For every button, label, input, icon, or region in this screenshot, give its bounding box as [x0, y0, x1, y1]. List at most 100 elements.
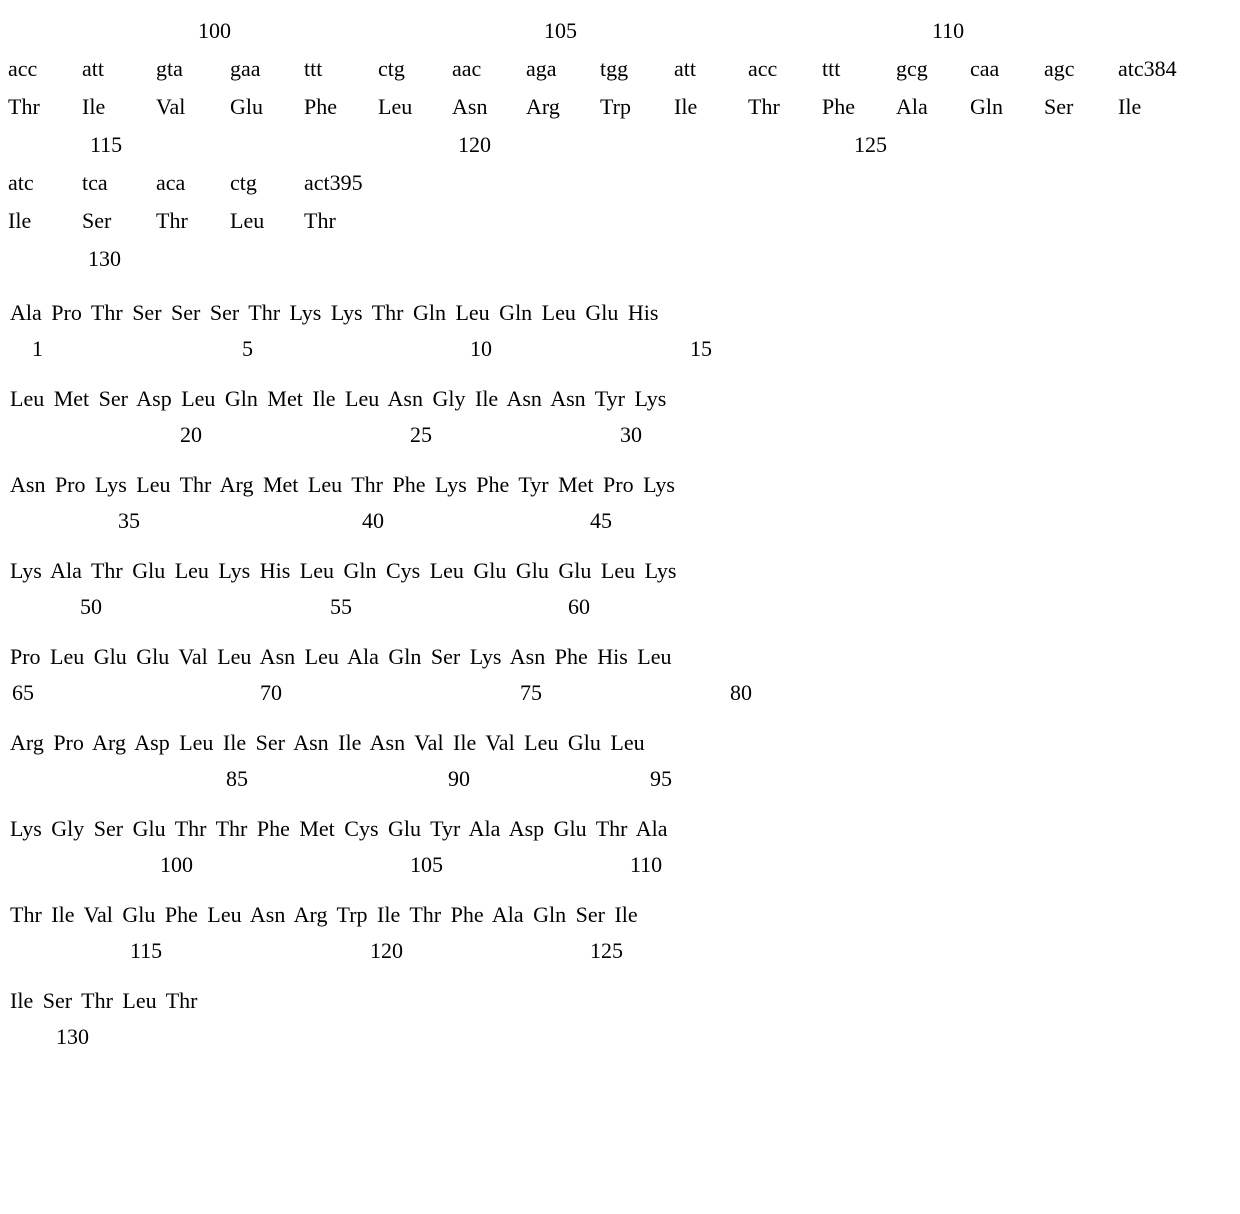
- position-number: 80: [730, 678, 752, 708]
- position-number-line: 85 90 95: [10, 764, 1234, 794]
- codon: tca: [82, 164, 156, 202]
- position-number: 125: [590, 936, 623, 966]
- position-label: 125: [822, 126, 896, 164]
- position-number-line: 1 5 10 15: [10, 334, 1234, 364]
- position-number-line: 65 70 75 80: [10, 678, 1234, 708]
- codon-position-row-b: 115 120 125: [8, 126, 1234, 164]
- codon: ttt: [304, 50, 378, 88]
- aa-sequence-line: Arg Pro Arg Asp Leu Ile Ser Asn Ile Asn …: [10, 728, 1234, 758]
- codon: agc: [1044, 50, 1118, 88]
- aa-sequence-line: Ile Ser Thr Leu Thr: [10, 986, 1234, 1016]
- position-number: 75: [520, 678, 542, 708]
- amino-acid: Thr: [304, 202, 378, 240]
- amino-acid: Phe: [822, 88, 896, 126]
- codon: acc: [748, 50, 822, 88]
- codon: act395: [304, 164, 378, 202]
- codon-position-row-a: 100 105 110: [8, 12, 1234, 50]
- position-number-line: 50 55 60: [10, 592, 1234, 622]
- position-number: 25: [410, 420, 432, 450]
- aa-sequence-line: Lys Gly Ser Glu Thr Thr Phe Met Cys Glu …: [10, 814, 1234, 844]
- codon: ctg: [230, 164, 304, 202]
- amino-acid: Ile: [674, 88, 748, 126]
- position-label: 120: [452, 126, 526, 164]
- amino-acid: Ala: [896, 88, 970, 126]
- codon: ttt: [822, 50, 896, 88]
- position-number: 55: [330, 592, 352, 622]
- amino-acid: Asn: [452, 88, 526, 126]
- amino-acid: Glu: [230, 88, 304, 126]
- amino-acid: Ile: [82, 88, 156, 126]
- position-number: 5: [242, 334, 253, 364]
- position-number: 50: [80, 592, 102, 622]
- position-number: 15: [690, 334, 712, 364]
- position-number: 10: [470, 334, 492, 364]
- aa-row: Thr Ile Val Glu Phe Leu Asn Arg Trp Ile …: [8, 88, 1234, 126]
- codon: att: [82, 50, 156, 88]
- aa-sequence-line: Pro Leu Glu Glu Val Leu Asn Leu Ala Gln …: [10, 642, 1234, 672]
- codon: gaa: [230, 50, 304, 88]
- position-number: 1: [32, 334, 43, 364]
- amino-acid: Thr: [748, 88, 822, 126]
- amino-acid: Thr: [156, 202, 230, 240]
- position-number: 130: [56, 1022, 89, 1052]
- codon: ctg: [378, 50, 452, 88]
- amino-acid: Ser: [82, 202, 156, 240]
- amino-acid: Ile: [8, 202, 82, 240]
- aa-sequence-line: Asn Pro Lys Leu Thr Arg Met Leu Thr Phe …: [10, 470, 1234, 500]
- codon: gta: [156, 50, 230, 88]
- amino-acid: Gln: [970, 88, 1044, 126]
- position-number: 45: [590, 506, 612, 536]
- position-label: 100: [156, 12, 230, 50]
- codon-row: atc tca aca ctg act395: [8, 164, 1234, 202]
- amino-acid: Phe: [304, 88, 378, 126]
- position-label: 110: [896, 12, 970, 50]
- codon: aca: [156, 164, 230, 202]
- position-number: 95: [650, 764, 672, 794]
- position-number: 105: [410, 850, 443, 880]
- position-number: 65: [12, 678, 34, 708]
- position-number-line: 100 105 110: [10, 850, 1234, 880]
- position-number-line: 20 25 30: [10, 420, 1234, 450]
- protein-sequence-block: Ala Pro Thr Ser Ser Ser Thr Lys Lys Thr …: [10, 298, 1234, 1052]
- codon: aac: [452, 50, 526, 88]
- aa-sequence-line: Ala Pro Thr Ser Ser Ser Thr Lys Lys Thr …: [10, 298, 1234, 328]
- aa-sequence-line: Leu Met Ser Asp Leu Gln Met Ile Leu Asn …: [10, 384, 1234, 414]
- codon-row: acc att gta gaa ttt ctg aac aga tgg att …: [8, 50, 1234, 88]
- position-number: 100: [160, 850, 193, 880]
- position-label: 105: [526, 12, 600, 50]
- amino-acid: Leu: [378, 88, 452, 126]
- position-number: 120: [370, 936, 403, 966]
- position-number-line: 115 120 125: [10, 936, 1234, 966]
- position-number: 35: [118, 506, 140, 536]
- amino-acid: Leu: [230, 202, 304, 240]
- position-number: 30: [620, 420, 642, 450]
- codon: atc384: [1118, 50, 1192, 88]
- position-number: 110: [630, 850, 662, 880]
- codon: atc: [8, 164, 82, 202]
- codon: aga: [526, 50, 600, 88]
- codon: caa: [970, 50, 1044, 88]
- amino-acid: Trp: [600, 88, 674, 126]
- position-label: 115: [82, 126, 156, 164]
- aa-row: Ile Ser Thr Leu Thr: [8, 202, 1234, 240]
- position-number: 115: [130, 936, 162, 966]
- position-number-line: 130: [10, 1022, 1234, 1052]
- position-number: 40: [362, 506, 384, 536]
- position-number: 60: [568, 592, 590, 622]
- codon: tgg: [600, 50, 674, 88]
- position-number: 90: [448, 764, 470, 794]
- aa-sequence-line: Thr Ile Val Glu Phe Leu Asn Arg Trp Ile …: [10, 900, 1234, 930]
- codon: acc: [8, 50, 82, 88]
- codon: att: [674, 50, 748, 88]
- position-label: 130: [82, 240, 156, 278]
- codon: gcg: [896, 50, 970, 88]
- codon-position-row-c: 130: [8, 240, 1234, 278]
- amino-acid: Val: [156, 88, 230, 126]
- amino-acid: Ser: [1044, 88, 1118, 126]
- amino-acid: Ile: [1118, 88, 1192, 126]
- aa-sequence-line: Lys Ala Thr Glu Leu Lys His Leu Gln Cys …: [10, 556, 1234, 586]
- position-number: 85: [226, 764, 248, 794]
- amino-acid: Thr: [8, 88, 82, 126]
- position-number: 70: [260, 678, 282, 708]
- position-number-line: 35 40 45: [10, 506, 1234, 536]
